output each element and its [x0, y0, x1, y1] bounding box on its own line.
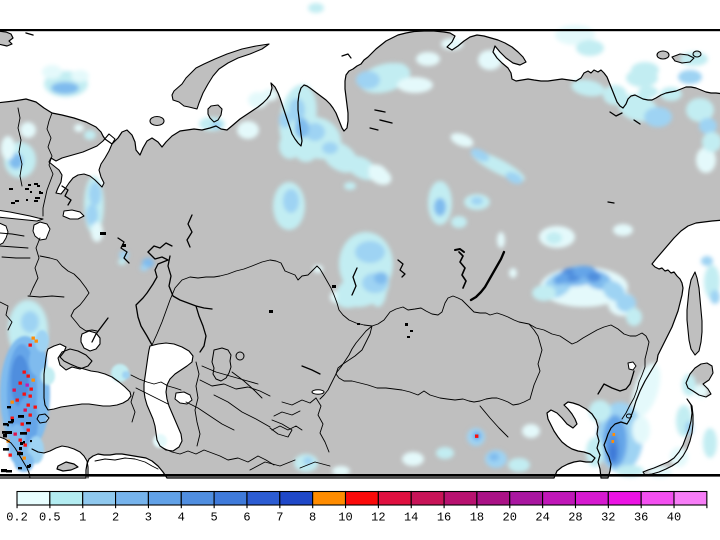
svg-text:8: 8 — [309, 511, 316, 525]
svg-text:16: 16 — [437, 511, 451, 525]
svg-text:4: 4 — [178, 511, 185, 525]
svg-text:12: 12 — [371, 511, 385, 525]
svg-text:6: 6 — [243, 511, 250, 525]
svg-text:2: 2 — [112, 511, 119, 525]
svg-text:20: 20 — [503, 511, 517, 525]
svg-text:1: 1 — [79, 511, 86, 525]
svg-text:28: 28 — [568, 511, 582, 525]
svg-text:3: 3 — [145, 511, 152, 525]
svg-text:36: 36 — [634, 511, 648, 525]
svg-text:0.5: 0.5 — [39, 511, 61, 525]
svg-text:14: 14 — [404, 511, 418, 525]
svg-text:0.2: 0.2 — [6, 511, 28, 525]
svg-text:18: 18 — [470, 511, 484, 525]
svg-text:32: 32 — [601, 511, 615, 525]
svg-text:7: 7 — [276, 511, 283, 525]
svg-text:5: 5 — [210, 511, 217, 525]
svg-text:40: 40 — [667, 511, 681, 525]
svg-text:10: 10 — [338, 511, 352, 525]
svg-text:24: 24 — [535, 511, 549, 525]
